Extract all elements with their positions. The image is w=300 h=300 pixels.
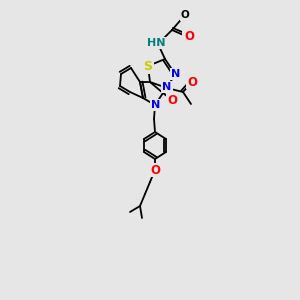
Text: N: N bbox=[171, 69, 181, 79]
Text: O: O bbox=[167, 94, 177, 106]
Text: N: N bbox=[152, 100, 160, 110]
Text: O: O bbox=[181, 10, 189, 20]
Text: S: S bbox=[143, 59, 152, 73]
Text: O: O bbox=[187, 76, 197, 88]
Text: O: O bbox=[184, 31, 194, 44]
Text: O: O bbox=[183, 32, 193, 42]
Text: O: O bbox=[150, 164, 160, 176]
Text: HN: HN bbox=[147, 38, 165, 48]
Text: N: N bbox=[162, 82, 172, 92]
